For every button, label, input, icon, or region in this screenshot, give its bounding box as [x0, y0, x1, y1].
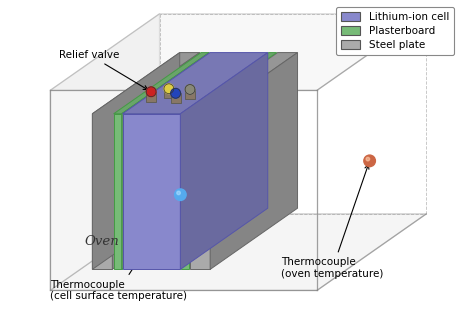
- Polygon shape: [123, 114, 180, 269]
- Polygon shape: [190, 114, 210, 269]
- Text: Oven: Oven: [84, 235, 119, 248]
- Polygon shape: [180, 52, 268, 269]
- Polygon shape: [171, 93, 181, 103]
- Polygon shape: [181, 114, 189, 269]
- Polygon shape: [50, 214, 426, 290]
- Circle shape: [366, 157, 370, 161]
- Polygon shape: [92, 52, 180, 269]
- Polygon shape: [190, 52, 298, 114]
- Polygon shape: [181, 52, 277, 114]
- Polygon shape: [146, 92, 156, 101]
- Polygon shape: [185, 89, 195, 99]
- Circle shape: [171, 89, 181, 98]
- Polygon shape: [50, 14, 426, 90]
- Polygon shape: [122, 52, 209, 269]
- Text: Thermocouple
(oven temperature): Thermocouple (oven temperature): [282, 165, 384, 279]
- Polygon shape: [123, 52, 268, 114]
- Circle shape: [164, 84, 174, 94]
- Polygon shape: [164, 89, 174, 99]
- Circle shape: [364, 155, 375, 167]
- Text: Thermocouple
(cell surface temperature): Thermocouple (cell surface temperature): [50, 198, 187, 301]
- Polygon shape: [50, 14, 160, 290]
- Circle shape: [174, 189, 186, 200]
- Polygon shape: [112, 52, 200, 269]
- Polygon shape: [114, 114, 122, 269]
- Polygon shape: [210, 52, 298, 269]
- Circle shape: [185, 84, 195, 94]
- Circle shape: [177, 191, 180, 195]
- Circle shape: [146, 87, 156, 97]
- Polygon shape: [92, 114, 112, 269]
- Legend: Lithium-ion cell, Plasterboard, Steel plate: Lithium-ion cell, Plasterboard, Steel pl…: [336, 7, 454, 55]
- Text: Relief valve: Relief valve: [59, 50, 148, 90]
- Polygon shape: [92, 52, 200, 114]
- Polygon shape: [114, 52, 209, 114]
